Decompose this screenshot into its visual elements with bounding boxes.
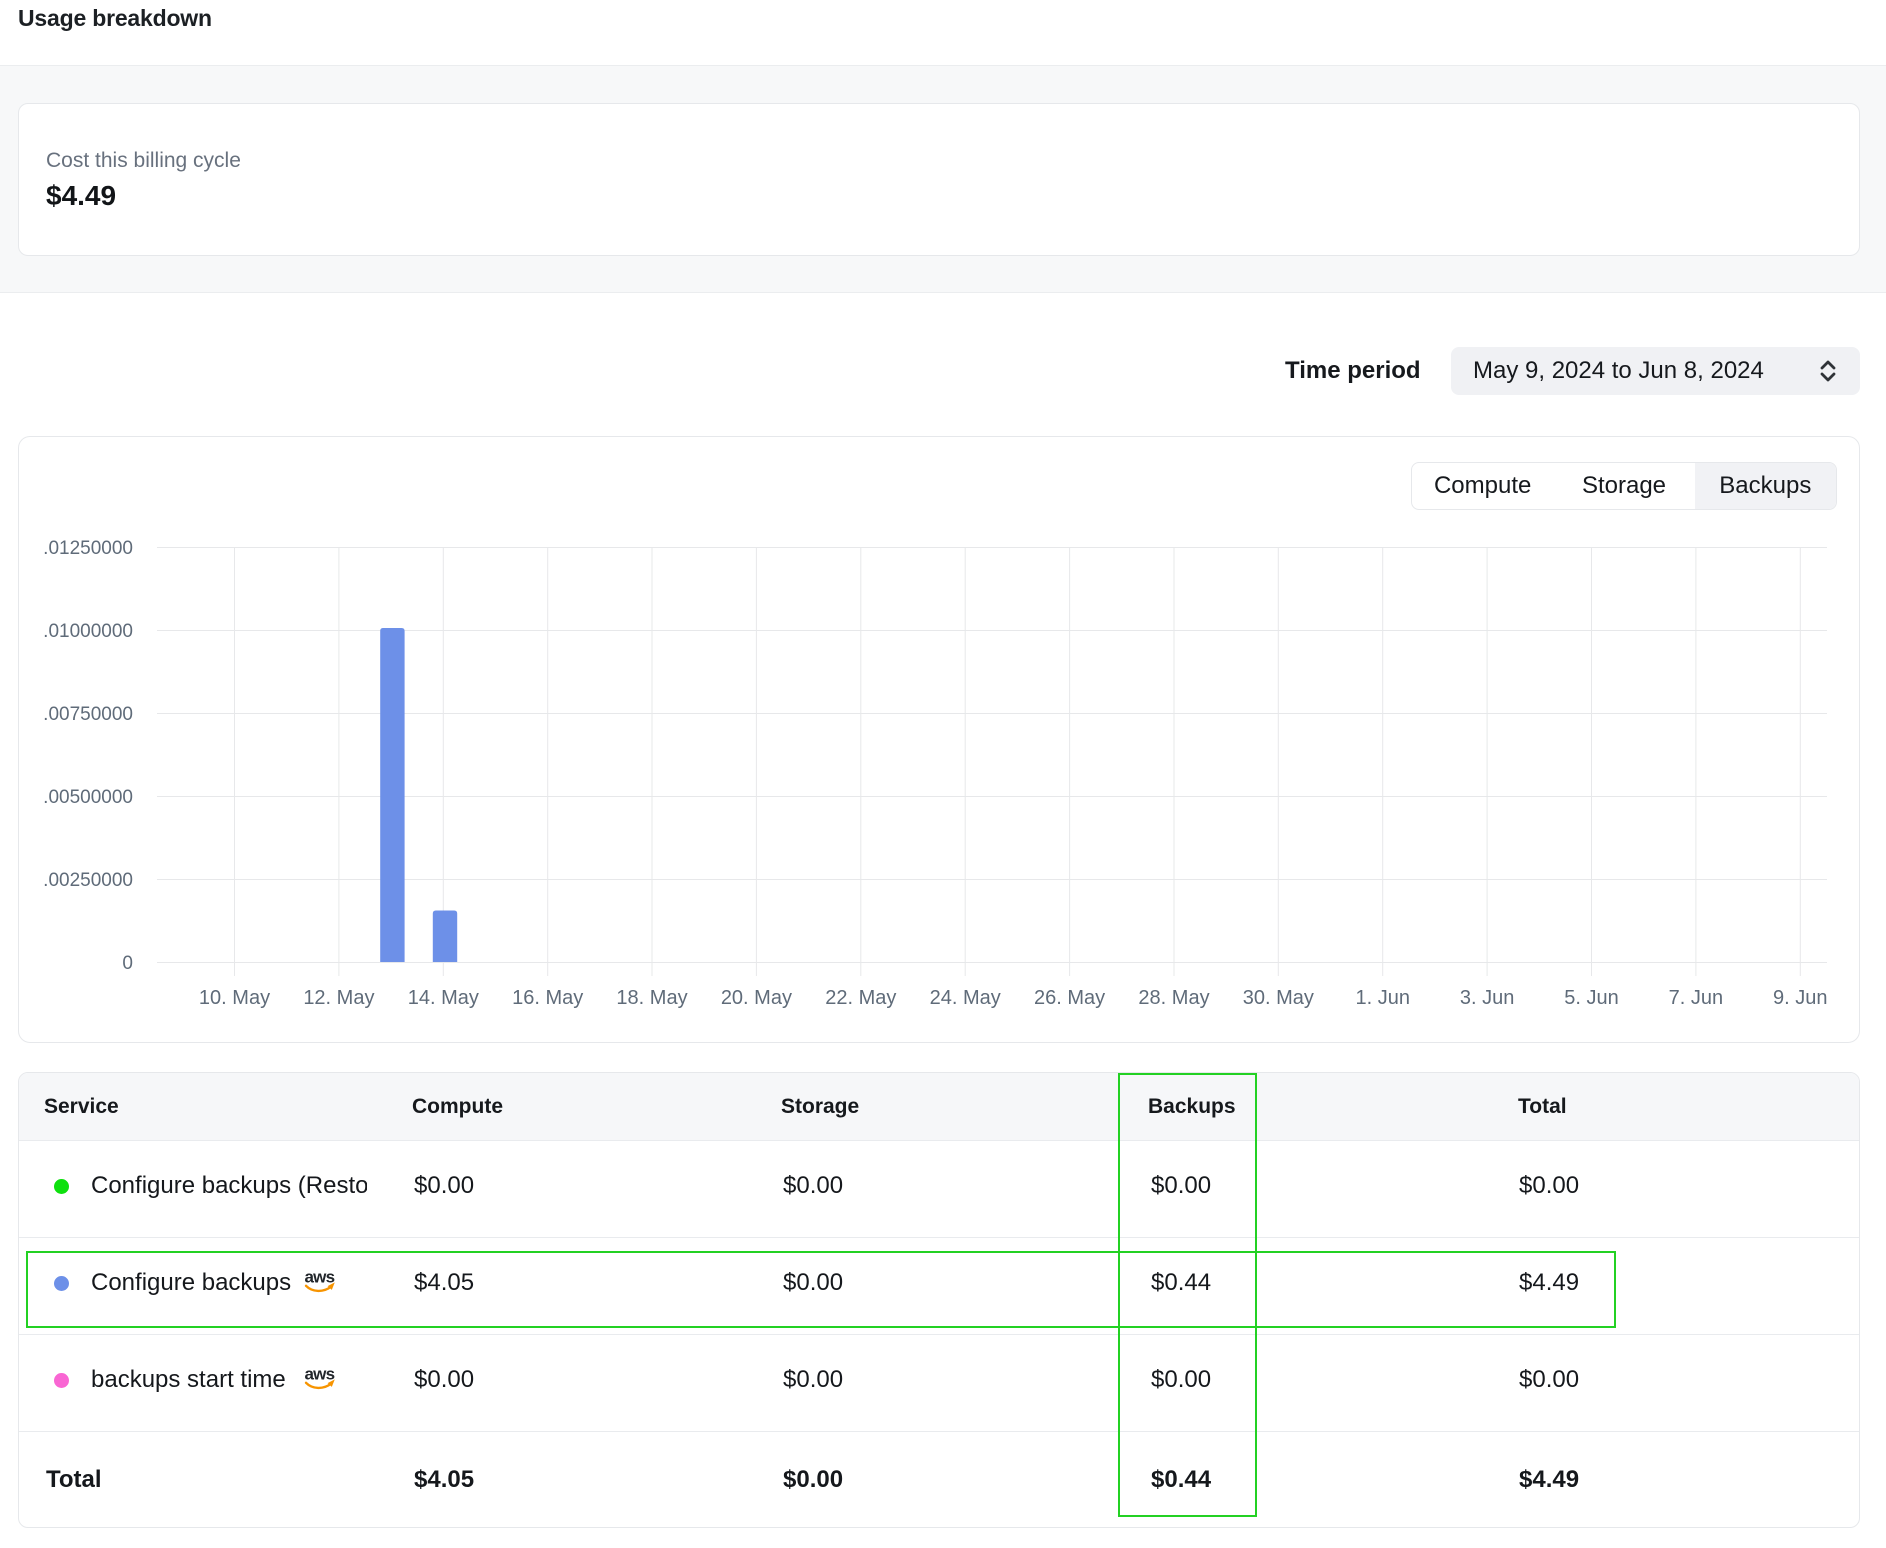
svg-text:.00250000: .00250000 (43, 870, 133, 891)
svg-text:.00500000: .00500000 (43, 787, 133, 808)
svg-text:3. Jun: 3. Jun (1460, 987, 1514, 1009)
svg-text:16. May: 16. May (512, 987, 583, 1009)
svg-text:14. May: 14. May (408, 987, 479, 1009)
svg-text:.00750000: .00750000 (43, 704, 133, 725)
svg-text:22. May: 22. May (825, 987, 896, 1009)
svg-text:20. May: 20. May (721, 987, 792, 1009)
svg-text:18. May: 18. May (616, 987, 687, 1009)
svg-text:12. May: 12. May (303, 987, 374, 1009)
svg-text:.01000000: .01000000 (43, 621, 133, 642)
svg-text:aws: aws (305, 1368, 335, 1384)
svg-text:.01250000: .01250000 (43, 538, 133, 559)
svg-text:26. May: 26. May (1034, 987, 1105, 1009)
svg-text:1. Jun: 1. Jun (1355, 987, 1409, 1009)
svg-text:28. May: 28. May (1138, 987, 1209, 1009)
svg-text:24. May: 24. May (930, 987, 1001, 1009)
svg-text:7. Jun: 7. Jun (1669, 987, 1723, 1009)
svg-text:5. Jun: 5. Jun (1564, 987, 1618, 1009)
svg-text:10. May: 10. May (199, 987, 270, 1009)
svg-text:0: 0 (122, 953, 133, 974)
svg-text:aws: aws (305, 1271, 335, 1287)
svg-text:30. May: 30. May (1243, 987, 1314, 1009)
svg-text:9. Jun: 9. Jun (1773, 987, 1827, 1009)
